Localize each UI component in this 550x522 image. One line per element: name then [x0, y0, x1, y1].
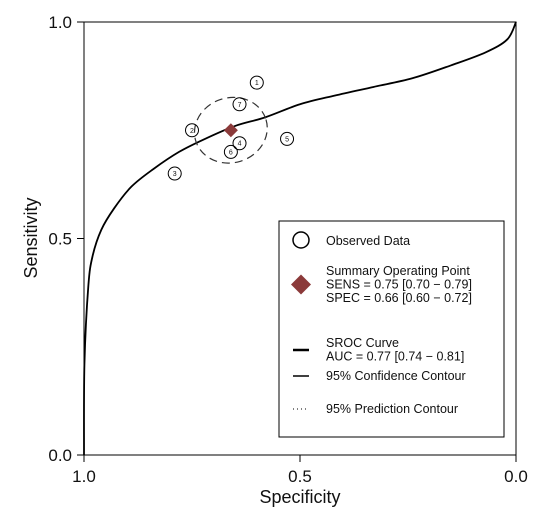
observed-point-label: 7: [238, 102, 242, 109]
observed-point: [185, 123, 199, 138]
legend-prediction-label: 95% Prediction Contour: [326, 402, 458, 416]
observed-point-label: 6: [229, 149, 233, 156]
legend: Observed Data Summary Operating PointSENS…: [278, 220, 505, 438]
legend-summary-marker: [291, 274, 311, 295]
legend-box: [278, 220, 505, 438]
legend-observed-label: Observed Data: [326, 234, 410, 248]
y-tick-label: 0.0: [48, 446, 72, 465]
legend-sroc-label: SROC Curve: [326, 336, 399, 350]
observed-point: [249, 75, 264, 90]
legend-sroc-label: AUC = 0.77 [0.74 − 0.81]: [326, 350, 464, 364]
legend-confidence-label: 95% Confidence Contour: [326, 369, 466, 383]
observed-point-label: 5: [285, 136, 289, 143]
observed-point: [232, 97, 247, 112]
legend-summary-label: SENS = 0.75 [0.70 − 0.79]: [326, 278, 472, 292]
legend-observed-marker: [292, 231, 310, 249]
confidence-contour: [193, 96, 268, 164]
observed-point-label: 2: [190, 128, 194, 135]
y-tick-label: 1.0: [48, 13, 72, 32]
y-tick-label: 0.5: [48, 230, 72, 249]
observed-point-label: 4: [238, 141, 242, 148]
x-axis-title: Specificity: [259, 487, 340, 507]
sroc-curve: [83, 21, 517, 456]
observed-point: [232, 136, 247, 151]
observed-point: [280, 131, 295, 146]
observed-point: [223, 144, 238, 159]
y-axis-title: Sensitivity: [21, 197, 41, 278]
x-tick-label: 0.0: [504, 467, 528, 486]
x-tick-label: 1.0: [72, 467, 96, 486]
observed-point-label: 1: [255, 80, 259, 87]
summary-point-marker: [223, 123, 238, 138]
observed-point-label: 3: [173, 171, 177, 178]
legend-summary-label: Summary Operating Point: [326, 264, 470, 278]
legend-summary-label: SPEC = 0.66 [0.60 − 0.72]: [326, 291, 472, 305]
x-tick-label: 0.5: [288, 467, 312, 486]
observed-point: [167, 166, 182, 181]
